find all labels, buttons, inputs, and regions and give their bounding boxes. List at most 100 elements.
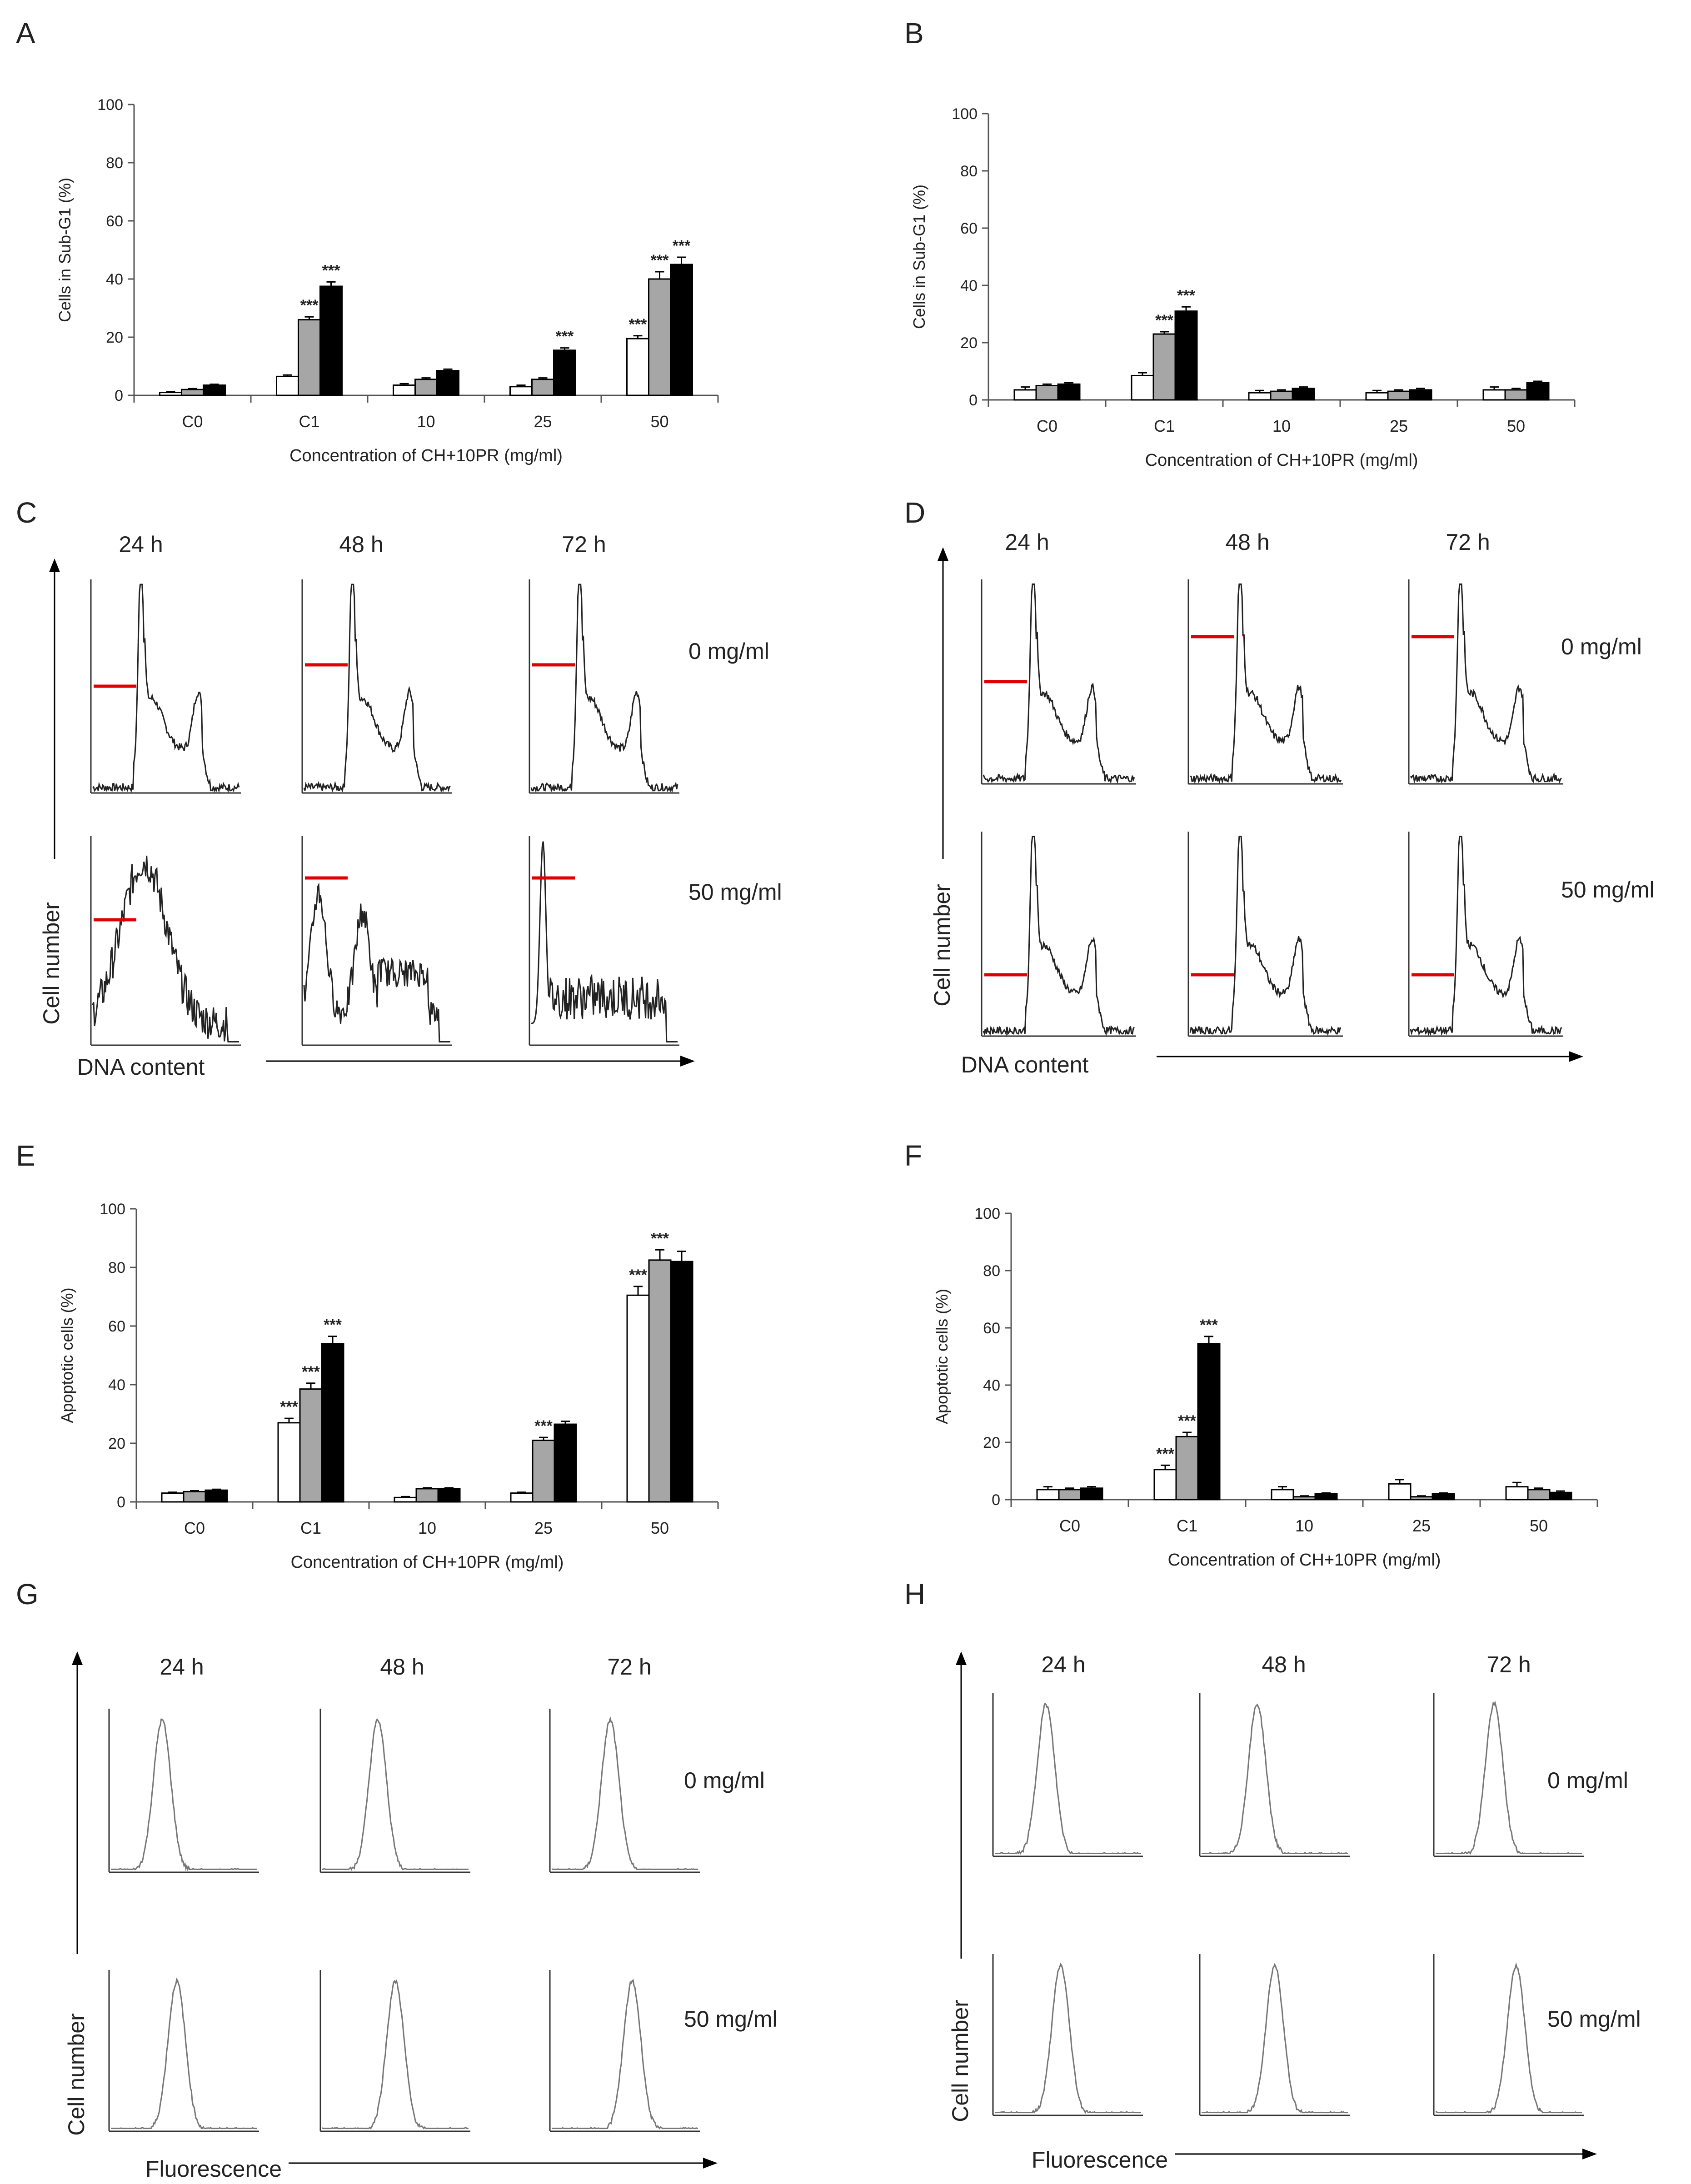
- y-tick-label: 60: [108, 1318, 125, 1335]
- x-arrowhead: [703, 2158, 718, 2169]
- bar-48h: [1058, 1489, 1082, 1501]
- bar-72h: [203, 384, 226, 396]
- category-label: C0: [182, 412, 203, 431]
- x-arrowhead: [1582, 2149, 1597, 2159]
- histogram-trace: [1410, 836, 1562, 1037]
- histogram-trace: [552, 1979, 698, 2130]
- time-header: 48 h: [1262, 1652, 1306, 1677]
- panel-label: H: [904, 1578, 925, 1611]
- y-axis-label: Cell number: [64, 2013, 89, 2136]
- significance-label: ***: [673, 237, 691, 254]
- histogram-trace: [92, 855, 239, 1042]
- concentration-label: 0 mg/ml: [1547, 1768, 1628, 1793]
- histogram-72h-0mgml: [1408, 579, 1563, 785]
- histogram-24h-0mgml: [981, 579, 1136, 785]
- bar-48h: [298, 319, 321, 396]
- y-tick-label: 0: [115, 387, 123, 404]
- histogram-trace: [303, 583, 451, 793]
- histogram-48h-50mgml: [319, 1970, 470, 2132]
- bar-24h: [1505, 1486, 1529, 1501]
- bar-72h: [553, 349, 576, 396]
- significance-label: ***: [629, 316, 647, 333]
- bar-24h: [1388, 1483, 1412, 1501]
- significance-label: ***: [1177, 287, 1195, 304]
- y-tick-label: 40: [108, 1376, 125, 1394]
- x-axis-label: Fluorescence: [1032, 2147, 1168, 2173]
- bar-24h: [393, 384, 416, 396]
- category-label: C1: [1177, 1516, 1197, 1535]
- category-label: C0: [1037, 417, 1057, 435]
- histogram-24h-0mgml: [90, 579, 241, 794]
- time-header: 24 h: [160, 1654, 204, 1680]
- y-arrowhead: [72, 1651, 83, 1665]
- panel-label: B: [904, 17, 924, 50]
- histogram-48h-0mgml: [319, 1709, 470, 1873]
- bar-24h: [1036, 1489, 1060, 1501]
- y-tick-label: 80: [108, 1259, 125, 1276]
- y-tick-label: 20: [960, 334, 978, 352]
- x-axis-label: DNA content: [961, 1052, 1089, 1077]
- bar-48h: [1035, 385, 1059, 401]
- histogram-48h-0mgml: [301, 579, 452, 794]
- bar-72h: [1526, 382, 1550, 401]
- histogram-24h-0mgml: [992, 1693, 1143, 1857]
- y-tick-label: 20: [108, 1435, 125, 1452]
- y-arrowhead: [938, 547, 948, 561]
- bar-24h: [1013, 389, 1037, 401]
- y-tick-label: 0: [117, 1494, 125, 1511]
- bar-48h: [648, 278, 671, 396]
- bar-72h: [321, 1343, 344, 1503]
- histogram-24h-0mgml: [108, 1709, 259, 1873]
- significance-label: ***: [280, 1398, 298, 1416]
- time-header: 72 h: [607, 1654, 651, 1680]
- significance-label: ***: [1200, 1316, 1218, 1334]
- time-header: 72 h: [1446, 529, 1490, 555]
- bar-24h: [161, 1492, 185, 1503]
- time-header: 48 h: [339, 532, 383, 557]
- y-tick-label: 60: [106, 213, 123, 230]
- y-arrowhead: [956, 1651, 967, 1665]
- panel-label: E: [16, 1139, 35, 1172]
- significance-label: ***: [651, 252, 669, 269]
- time-header: 48 h: [380, 1654, 424, 1680]
- y-axis-label: Apoptotic cells (%): [933, 1289, 951, 1424]
- histogram-trace: [531, 841, 678, 1042]
- histogram-24h-50mgml: [108, 1970, 259, 2132]
- significance-label: ***: [300, 297, 319, 314]
- x-axis-label: Concentration of CH+10PR (mg/ml): [1168, 1551, 1441, 1570]
- histogram-trace: [1435, 1962, 1582, 2114]
- bar-72h: [670, 264, 693, 396]
- concentration-label: 0 mg/ml: [688, 638, 769, 664]
- histogram-panel-D: D Cell number DNA content 24 h 48 h 72 h 0 mg/…: [904, 496, 1655, 1077]
- category-label: 25: [534, 1519, 553, 1537]
- bar-48h: [1504, 389, 1528, 401]
- y-axis-label: Cell number: [39, 902, 64, 1025]
- y-tick-label: 0: [992, 1491, 1000, 1509]
- y-tick-label: 60: [960, 220, 978, 237]
- category-label: C1: [1154, 417, 1175, 435]
- bar-chart-B: B 0 20 40 60 80 100 C0 C1 ****** 10 25 50 Cells in Su…: [904, 17, 1576, 470]
- histogram-72h-50mgml: [1433, 1954, 1584, 2116]
- histogram-72h-50mgml: [529, 836, 679, 1046]
- bar-24h: [159, 392, 182, 396]
- category-label: C0: [184, 1519, 205, 1537]
- y-tick-label: 100: [974, 1205, 1000, 1222]
- bar-72h: [1409, 389, 1432, 401]
- histogram-trace: [530, 583, 678, 793]
- bar-24h: [276, 375, 299, 396]
- significance-label: ***: [1156, 1445, 1174, 1462]
- bar-48h: [1410, 1496, 1433, 1501]
- y-tick-label: 100: [952, 105, 978, 123]
- significance-label: ***: [322, 262, 340, 279]
- category-label: 10: [1272, 417, 1291, 435]
- panel-label: C: [16, 496, 37, 529]
- x-axis-label: Concentration of CH+10PR (mg/ml): [289, 446, 563, 465]
- y-axis-label: Cell number: [948, 2000, 973, 2122]
- x-arrowhead: [680, 1056, 695, 1067]
- histogram-trace: [1190, 583, 1342, 784]
- bar-72h: [205, 1489, 228, 1503]
- time-header: 72 h: [1486, 1652, 1531, 1677]
- bar-48h: [1292, 1496, 1316, 1501]
- bar-48h: [1175, 1436, 1199, 1501]
- histogram-72h-0mgml: [1433, 1693, 1584, 1857]
